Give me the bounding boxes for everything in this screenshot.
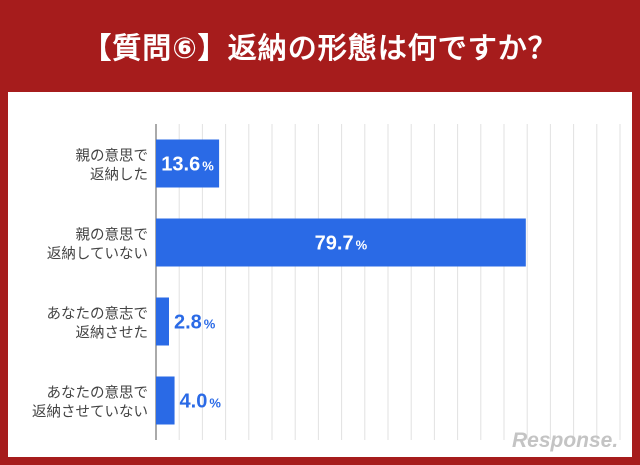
bar-value-label: 4.0% bbox=[180, 391, 222, 413]
category-labels: 親の意思で返納した親の意思で返納していないあなたの意志で返納させたあなたの意思で… bbox=[32, 147, 148, 421]
bar bbox=[156, 297, 169, 346]
bar-value-number: 79.7 bbox=[315, 233, 354, 255]
bar bbox=[156, 218, 526, 267]
bars: 13.6 %79.7 %2.8 %4.0% bbox=[156, 139, 526, 425]
response-watermark: Response. bbox=[512, 429, 618, 452]
category-label: あなたの意思で返納させていない bbox=[32, 384, 148, 421]
chart-panel bbox=[8, 92, 632, 457]
bar-value-label: 13.6% bbox=[161, 154, 214, 176]
category-label: 親の意思で返納した bbox=[76, 147, 149, 184]
bar-value-number: 2.8 bbox=[174, 312, 202, 334]
bar-value-label: 2.8% bbox=[174, 312, 216, 334]
category-label-line: 返納した bbox=[90, 167, 148, 184]
bar-value-unit: % bbox=[356, 238, 368, 253]
category-label-line: 返納させた bbox=[76, 325, 149, 342]
category-label-line: あなたの意志で bbox=[47, 305, 149, 323]
grid-lines bbox=[178, 124, 621, 440]
bar-value-number: 4.0 bbox=[180, 391, 208, 413]
category-label: あなたの意志で返納させた bbox=[47, 305, 149, 342]
bar-value-unit: % bbox=[209, 396, 221, 411]
bar-value-label: 79.7% bbox=[315, 233, 368, 255]
page-title: 【質問⑥】返納の形態は何ですか？ bbox=[82, 31, 558, 65]
category-label-line: 返納させていない bbox=[32, 404, 148, 421]
bar bbox=[156, 376, 175, 425]
bar-value-number: 13.6 bbox=[161, 154, 200, 176]
category-label-line: 返納していない bbox=[47, 246, 148, 263]
bar-value-unit: % bbox=[204, 317, 216, 332]
bar-value-unit: % bbox=[202, 159, 214, 174]
bar bbox=[156, 139, 220, 188]
category-label-line: 親の意思で bbox=[76, 147, 149, 165]
category-label-line: あなたの意思で bbox=[47, 384, 149, 402]
category-label-line: 親の意思で bbox=[76, 226, 149, 244]
category-label: 親の意思で返納していない bbox=[47, 226, 148, 263]
